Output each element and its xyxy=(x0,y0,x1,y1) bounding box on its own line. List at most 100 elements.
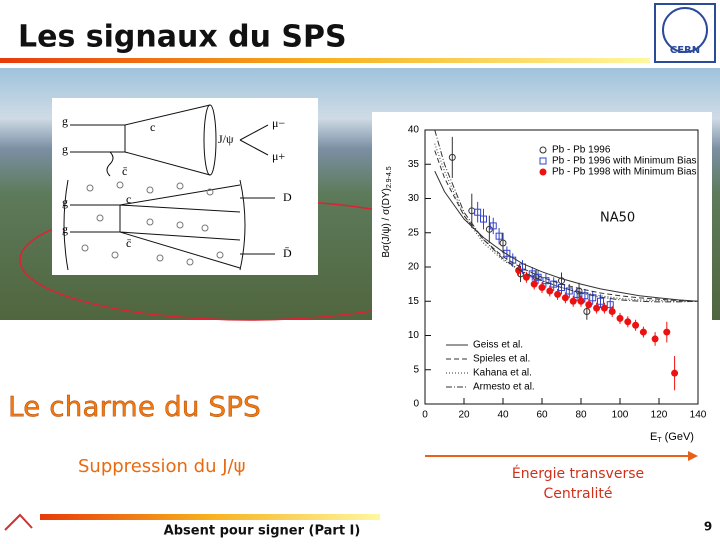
footer-text: Absent pour signer (Part I) xyxy=(164,524,361,539)
marker xyxy=(480,215,487,223)
diagram-label: c̄ xyxy=(122,164,127,178)
subheading: Suppression du J/ψ xyxy=(78,456,245,477)
marker xyxy=(539,168,547,176)
footer-rule xyxy=(40,514,380,520)
slide-title: Les signaux du SPS xyxy=(18,20,347,55)
title-rule xyxy=(0,58,650,63)
logo-ring xyxy=(662,7,708,53)
marker xyxy=(539,146,547,154)
x-axis-label-main: E xyxy=(650,431,657,443)
axis-note: Centralité xyxy=(544,486,613,502)
marker xyxy=(522,273,530,281)
x-tick-label: 40 xyxy=(497,410,509,421)
diagram: g g c c̄ J/ψ μ− μ+ g g c c̄ D D̄ xyxy=(52,98,318,275)
legend-label: Spieles et al. xyxy=(473,354,530,365)
y-tick-label: 10 xyxy=(408,330,420,341)
arrow-head xyxy=(688,451,698,461)
diagram-lines xyxy=(106,124,269,177)
diagram-label: g xyxy=(62,195,68,209)
y-tick-label: 0 xyxy=(413,399,419,410)
marker xyxy=(608,308,616,316)
legend-label: Kahana et al. xyxy=(473,368,532,379)
y-axis-label: Bσ(J/ψ) / σ(DY)2.9-4.5 xyxy=(381,166,393,257)
marker xyxy=(561,294,569,302)
x-tick-label: 120 xyxy=(651,410,668,421)
marker xyxy=(600,304,608,312)
marker xyxy=(593,304,601,312)
model-curve xyxy=(434,150,699,302)
diagram-label: D̄ xyxy=(283,246,292,260)
diagram-label: g xyxy=(62,222,68,236)
marker xyxy=(539,157,547,165)
x-tick-label: 100 xyxy=(612,410,629,421)
diagram-label: c xyxy=(126,192,131,206)
marker xyxy=(542,277,550,285)
marker xyxy=(569,297,577,305)
x-axis-label-unit: (GeV) xyxy=(665,431,694,443)
marker xyxy=(577,297,585,305)
diagram-label: c xyxy=(150,120,155,134)
marker xyxy=(499,239,507,247)
logo-text: CERN xyxy=(670,45,700,56)
x-tick-label: 60 xyxy=(536,410,548,421)
marker xyxy=(585,301,593,309)
x-tick-label: 140 xyxy=(690,410,707,421)
diagram-label: μ+ xyxy=(272,149,285,163)
diagram-lines xyxy=(70,104,211,176)
y-axis-label-sub: 2.9-4.5 xyxy=(386,166,393,188)
marker xyxy=(448,153,456,161)
diagram-cone xyxy=(203,104,217,176)
marker xyxy=(503,249,511,257)
legend-label: Pb - Pb 1996 with Minimum Bias xyxy=(552,156,697,167)
legend-label: Armesto et al. xyxy=(473,382,535,393)
marker xyxy=(509,256,517,264)
y-tick-label: 5 xyxy=(413,364,419,375)
legend-label: Pb - Pb 1996 xyxy=(552,145,611,156)
y-axis-label-main: Bσ(J/ψ) / σ(DY) xyxy=(381,188,392,257)
marker xyxy=(474,208,482,216)
marker xyxy=(495,232,503,240)
marker xyxy=(651,335,659,343)
diagram-label: c̄ xyxy=(126,236,131,250)
x-axis-label-sub: T xyxy=(657,437,662,444)
heading: Le charme du SPS xyxy=(8,390,261,423)
legend-label: Pb - Pb 1998 with Minimum Bias xyxy=(552,167,697,178)
diagram-lines xyxy=(70,184,275,269)
x-tick-label: 80 xyxy=(575,410,587,421)
diagram-brackets xyxy=(63,179,246,271)
marker xyxy=(632,321,640,329)
footer-logo xyxy=(4,513,33,531)
marker xyxy=(581,292,589,300)
marker xyxy=(663,328,671,336)
marker xyxy=(606,301,614,309)
y-tick-label: 25 xyxy=(408,227,420,238)
y-tick-label: 40 xyxy=(408,125,420,136)
marker xyxy=(554,290,562,298)
diagram-label: J/ψ xyxy=(218,132,234,146)
legend-label: Geiss et al. xyxy=(473,340,523,351)
marker xyxy=(624,318,632,326)
page-number: 9 xyxy=(704,520,712,534)
axis-note: Énergie transverse xyxy=(512,465,644,482)
marker xyxy=(639,328,647,336)
marker xyxy=(583,308,591,316)
diagram-box xyxy=(52,98,318,275)
model-curve xyxy=(434,170,699,302)
marker xyxy=(616,314,624,322)
marker xyxy=(530,280,538,288)
marker xyxy=(671,369,679,377)
y-tick-label: 15 xyxy=(408,296,420,307)
y-tick-label: 30 xyxy=(408,193,420,204)
diagram-label: g xyxy=(62,142,68,156)
marker xyxy=(489,222,497,230)
model-curve xyxy=(434,129,699,303)
x-tick-label: 20 xyxy=(458,410,470,421)
diagram-label: μ− xyxy=(272,116,285,130)
chart: 0 5 10 15 20 25 30 35 40 0 20 40 60 80 100 120 140 Bσ(J/ψ… xyxy=(381,125,707,444)
y-tick-label: 35 xyxy=(408,159,420,170)
x-tick-label: 0 xyxy=(422,410,428,421)
diagram-label: D xyxy=(283,190,292,204)
annotation: NA50 xyxy=(600,211,635,226)
x-axis-label: ET (GeV) xyxy=(650,431,694,444)
